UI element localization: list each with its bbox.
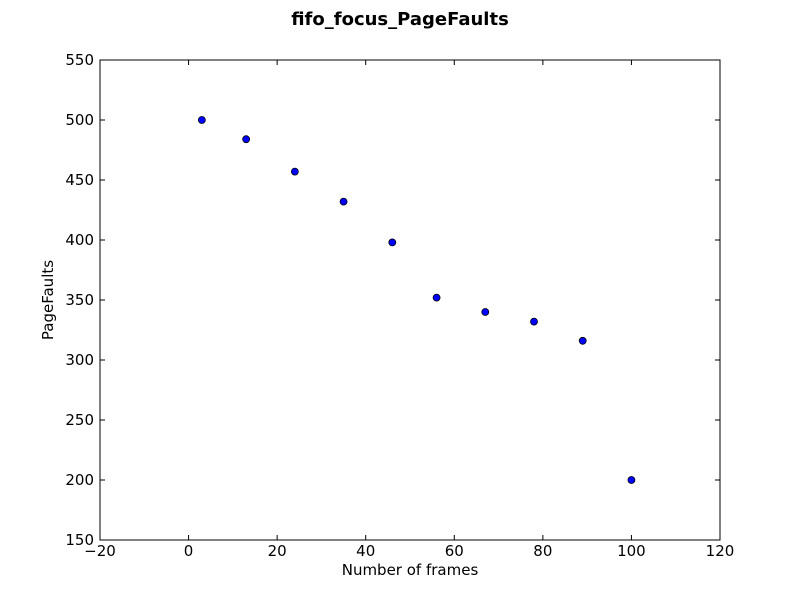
data-point bbox=[388, 238, 397, 247]
data-point bbox=[197, 116, 206, 124]
x-tick-label: 40 bbox=[356, 542, 375, 560]
x-tick-label: −20 bbox=[84, 542, 116, 560]
x-tick-label: 0 bbox=[184, 542, 194, 560]
data-point bbox=[578, 336, 587, 345]
x-tick-label: 100 bbox=[617, 542, 646, 560]
x-tick-label: 20 bbox=[268, 542, 287, 560]
y-tick-label: 550 bbox=[65, 51, 94, 69]
data-point bbox=[432, 293, 441, 302]
y-tick-label: 350 bbox=[65, 291, 94, 309]
x-tick-label: 60 bbox=[445, 542, 464, 560]
plot-frame bbox=[99, 59, 721, 541]
x-axis-label: Number of frames bbox=[341, 561, 479, 579]
y-tick-label: 450 bbox=[65, 171, 94, 189]
x-tick-label: 80 bbox=[533, 542, 552, 560]
data-point bbox=[530, 317, 538, 326]
data-point bbox=[481, 308, 490, 316]
y-tick-label: 150 bbox=[65, 531, 94, 549]
y-axis-label: PageFaults bbox=[39, 259, 57, 341]
y-tick-label: 300 bbox=[65, 351, 94, 369]
data-point bbox=[290, 167, 299, 176]
data-point bbox=[242, 135, 251, 144]
data-point bbox=[339, 197, 348, 206]
data-point bbox=[627, 476, 636, 484]
y-tick-label: 400 bbox=[65, 231, 94, 249]
x-tick-label: 120 bbox=[706, 542, 735, 560]
chart-title: fifo_focus_PageFaults bbox=[291, 9, 509, 30]
y-tick-label: 250 bbox=[65, 411, 94, 429]
y-tick-label: 200 bbox=[65, 471, 94, 489]
y-tick-label: 500 bbox=[65, 111, 94, 129]
